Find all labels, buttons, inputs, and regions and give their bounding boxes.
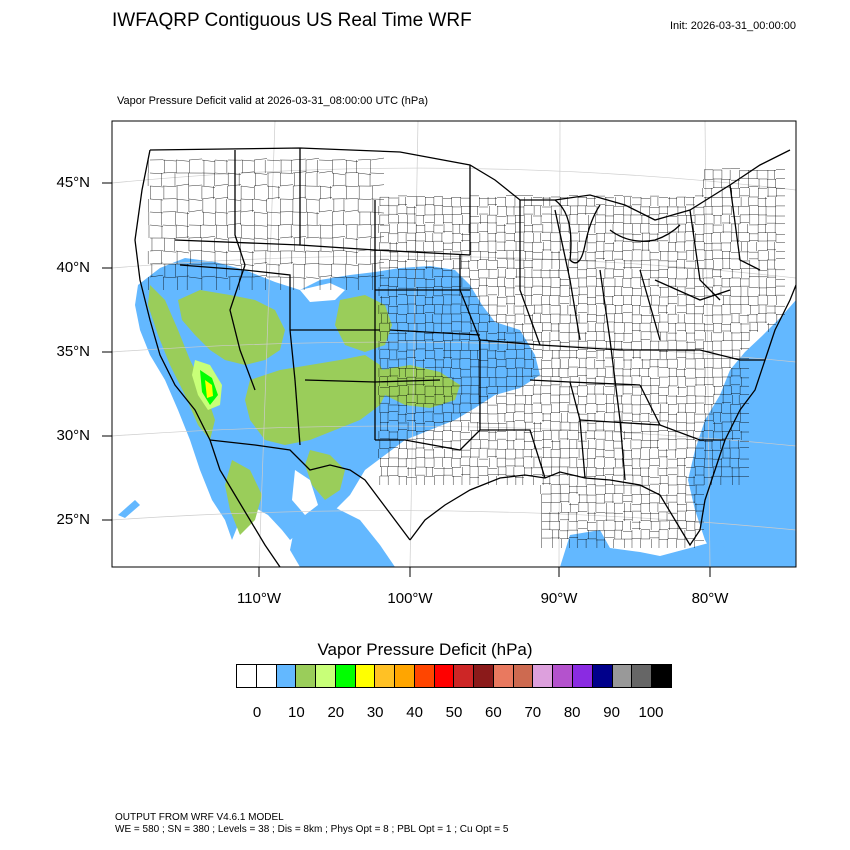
yellow-spot bbox=[205, 380, 213, 398]
green-patch-sonora bbox=[225, 460, 262, 535]
colorbar-tick-label: 0 bbox=[252, 704, 262, 721]
colorbar-box bbox=[316, 665, 336, 687]
lon-label-110w: 110°W bbox=[236, 590, 282, 607]
colorbar-box bbox=[434, 665, 455, 687]
colorbar-box bbox=[395, 665, 415, 687]
axis-ticks bbox=[102, 182, 711, 577]
county-lines bbox=[147, 157, 785, 548]
colorbar-box bbox=[632, 665, 653, 687]
colorbar-box bbox=[256, 665, 277, 687]
green-patch-colorado-plateau bbox=[245, 355, 390, 445]
lat-label-35n: 35°N bbox=[56, 343, 90, 360]
lon-label-90w: 90°W bbox=[540, 590, 578, 607]
map-panel bbox=[112, 121, 796, 567]
graticule bbox=[112, 121, 796, 567]
lat-label-45n: 45°N bbox=[56, 174, 90, 191]
colorbar-box bbox=[553, 665, 574, 687]
colorbar-box bbox=[533, 665, 554, 687]
green-patch-great-basin bbox=[178, 290, 285, 365]
colorbar-tick-label: 100 bbox=[638, 704, 664, 721]
main-title: IWFAQRP Contiguous US Real Time WRF bbox=[112, 10, 472, 31]
green-patch-texas bbox=[380, 365, 460, 408]
init-time-label: Init: 2026-03-31_00:00:00 bbox=[670, 20, 796, 32]
colorbar-box bbox=[612, 665, 633, 687]
plot-title: Vapor Pressure Deficit valid at 2026-03-… bbox=[117, 95, 429, 107]
state-boundaries bbox=[134, 147, 796, 567]
colorbar-box bbox=[355, 665, 376, 687]
white-gap-northwest bbox=[300, 283, 345, 302]
colorbar-tick-label: 10 bbox=[288, 704, 305, 721]
colorbar-box bbox=[414, 665, 435, 687]
lon-label-100w: 100°W bbox=[387, 590, 433, 607]
pacific-shading bbox=[118, 500, 140, 518]
colorbar-box bbox=[237, 665, 257, 687]
colorbar-box bbox=[276, 665, 297, 687]
model-footer: OUTPUT FROM WRF V4.6.1 MODEL WE = 580 ; … bbox=[115, 812, 508, 836]
colorbar-box bbox=[493, 665, 514, 687]
green-patch-california bbox=[148, 285, 215, 440]
mexico-blue-region bbox=[290, 500, 395, 567]
colorbar bbox=[236, 664, 672, 688]
footer-line-1: OUTPUT FROM WRF V4.6.1 MODEL bbox=[115, 812, 284, 823]
gulf-shading-east bbox=[560, 530, 735, 567]
colorbar-tick-label: 50 bbox=[445, 704, 463, 721]
lon-label-80w: 80°W bbox=[691, 590, 729, 607]
colorbar-box bbox=[513, 665, 534, 687]
colorbar-box bbox=[296, 665, 317, 687]
colorbar-box bbox=[454, 665, 475, 687]
colorbar-tick-label: 40 bbox=[406, 704, 423, 721]
colorbar-tick-label: 30 bbox=[366, 704, 384, 721]
colorbar-tick-label: 70 bbox=[524, 704, 542, 721]
colorbar-box bbox=[335, 665, 356, 687]
colorbar-title: Vapor Pressure Deficit (hPa) bbox=[317, 640, 533, 659]
colorbar-box bbox=[375, 665, 396, 687]
colorbar-tick-label: 80 bbox=[563, 704, 581, 721]
colorbar-tick-label: 60 bbox=[485, 704, 502, 721]
lat-label-25n: 25°N bbox=[56, 511, 90, 528]
colorbar-box bbox=[592, 665, 613, 687]
atlantic-shading bbox=[688, 300, 796, 567]
green-patch-plains bbox=[335, 295, 392, 352]
colorbar-tick-label: 90 bbox=[603, 704, 620, 721]
colorbar-box bbox=[573, 665, 593, 687]
colorbar-tick-label: 20 bbox=[327, 704, 345, 721]
lat-label-30n: 30°N bbox=[56, 427, 90, 444]
colorbar-box bbox=[652, 665, 671, 687]
colorbar-box bbox=[474, 665, 494, 687]
white-gap-mexico bbox=[292, 470, 318, 515]
lat-label-40n: 40°N bbox=[56, 259, 90, 276]
green-patch-chihuahua bbox=[305, 450, 345, 500]
footer-line-2: WE = 580 ; SN = 380 ; Levels = 38 ; Dis … bbox=[115, 824, 509, 835]
map-frame bbox=[111, 120, 797, 568]
